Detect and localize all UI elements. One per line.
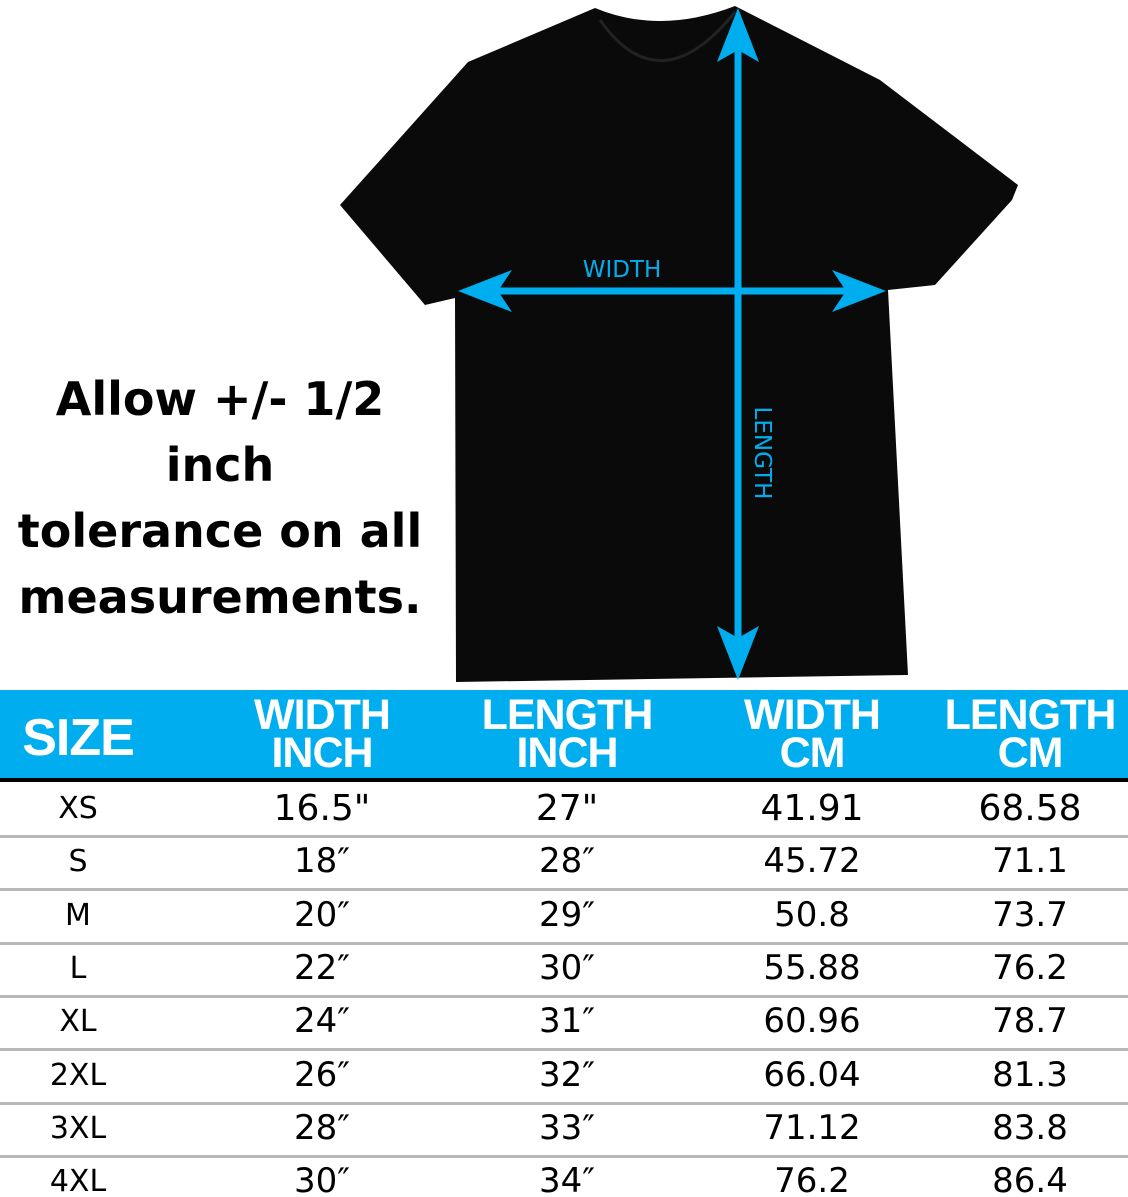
table-header: SIZE WIDTH INCH LENGTH INCH WIDTH CM LENGTH CM <box>0 690 1128 782</box>
header-text: WIDTH <box>254 691 391 739</box>
table-cell: 2XL <box>49 1057 107 1093</box>
table-cell: 34″ <box>539 1161 595 1197</box>
table-cell: 20″ <box>294 894 350 935</box>
table-row: S 18″ 28″ 45.72 71.1 <box>0 835 1128 892</box>
table-row: L 22″ 30″ 55.88 76.2 <box>0 942 1128 998</box>
header-text: SIZE <box>22 709 135 767</box>
table-cell: 50.8 <box>774 894 850 935</box>
note-line: Allow +/- 1/2 inch <box>55 372 385 492</box>
header-text: CM <box>997 729 1064 777</box>
width-arrow <box>458 270 886 312</box>
table-cell: 41.91 <box>760 788 864 829</box>
header-text: INCH <box>516 729 618 777</box>
table-cell: 71.1 <box>992 841 1068 882</box>
table-cell: M <box>65 897 91 933</box>
width-label: WIDTH <box>583 257 662 283</box>
column-header: WIDTH CM <box>692 691 932 777</box>
table-row: M 20″ 29″ 50.8 73.7 <box>0 889 1128 945</box>
table-cell: 71.12 <box>763 1107 861 1148</box>
table-cell: 24″ <box>294 1001 350 1042</box>
table-row: 4XL 30″ 34″ 76.2 86.4 <box>0 1155 1128 1197</box>
table-row: XL 24″ 31″ 60.96 78.7 <box>0 995 1128 1052</box>
table-cell: 16.5" <box>273 788 371 829</box>
header-text: WIDTH <box>744 691 881 739</box>
table-cell: 3XL <box>49 1110 107 1146</box>
table-cell: 30″ <box>539 947 595 988</box>
column-header: LENGTH INCH <box>447 691 687 777</box>
table-cell: 83.8 <box>992 1107 1068 1148</box>
column-header: LENGTH CM <box>910 691 1128 777</box>
table-cell: 31″ <box>539 1001 595 1042</box>
table-cell: 18″ <box>294 841 350 882</box>
table-cell: 68.58 <box>978 788 1082 829</box>
table-row: 2XL 26″ 32″ 66.04 81.3 <box>0 1049 1128 1105</box>
column-header: SIZE <box>0 712 198 764</box>
table-row: XS 16.5" 27" 41.91 68.58 <box>0 782 1128 838</box>
header-text: LENGTH <box>944 691 1117 739</box>
table-cell: 29″ <box>539 894 595 935</box>
table-cell: 55.88 <box>763 947 861 988</box>
table-cell: 27" <box>535 788 599 829</box>
note-line: tolerance on all <box>17 504 423 558</box>
table-cell: 76.2 <box>992 947 1068 988</box>
tolerance-note: Allow +/- 1/2 inch tolerance on all meas… <box>0 366 440 630</box>
table-cell: 33″ <box>539 1107 595 1148</box>
column-header: WIDTH INCH <box>202 691 442 777</box>
table-cell: 30″ <box>294 1161 350 1197</box>
table-cell: 60.96 <box>763 1001 861 1042</box>
neckline <box>598 11 737 62</box>
header-text: INCH <box>271 729 373 777</box>
table-cell: 86.4 <box>992 1161 1068 1197</box>
table-cell: 4XL <box>49 1164 107 1197</box>
table-cell: 26″ <box>294 1054 350 1095</box>
table-cell: 76.2 <box>774 1161 850 1197</box>
table-cell: 28″ <box>539 841 595 882</box>
table-cell: XS <box>58 791 98 826</box>
table-cell: 78.7 <box>992 1001 1068 1042</box>
note-line: measurements. <box>18 570 422 624</box>
table-cell: 73.7 <box>992 894 1068 935</box>
length-arrow <box>717 8 759 680</box>
table-cell: 28″ <box>294 1107 350 1148</box>
table-cell: L <box>69 950 87 986</box>
tshirt-diagram: WIDTH LENGTH <box>340 6 1018 682</box>
table-cell: 22″ <box>294 947 350 988</box>
table-cell: 32″ <box>539 1054 595 1095</box>
header-text: LENGTH <box>481 691 654 739</box>
header-text: CM <box>779 729 846 777</box>
table-cell: 81.3 <box>992 1054 1068 1095</box>
table-cell: XL <box>59 1004 97 1040</box>
table-row: 3XL 28″ 33″ 71.12 83.8 <box>0 1102 1128 1158</box>
length-label: LENGTH <box>749 407 775 500</box>
tshirt-shape <box>340 6 1018 682</box>
table-cell: 45.72 <box>763 841 861 882</box>
table-cell: 66.04 <box>763 1054 861 1095</box>
table-cell: S <box>68 844 88 880</box>
